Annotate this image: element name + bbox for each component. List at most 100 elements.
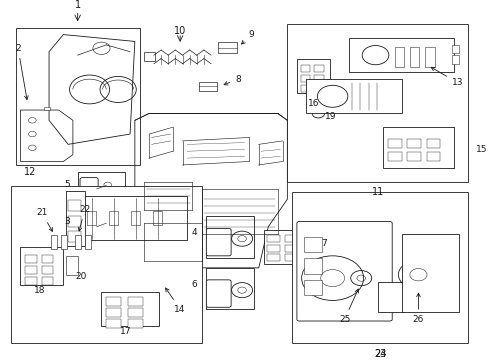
Bar xyxy=(102,292,158,326)
Bar xyxy=(25,266,37,274)
Bar xyxy=(426,139,439,148)
Bar xyxy=(263,230,310,264)
Bar xyxy=(300,85,309,91)
Text: 16: 16 xyxy=(307,99,319,108)
Bar xyxy=(387,152,401,161)
Text: 9: 9 xyxy=(241,30,254,44)
Bar xyxy=(20,247,63,285)
Bar xyxy=(387,139,401,148)
Bar xyxy=(78,172,125,203)
Bar xyxy=(68,216,81,227)
Bar xyxy=(206,268,253,309)
Bar xyxy=(109,211,118,225)
Text: 2: 2 xyxy=(15,44,28,99)
Text: 21: 21 xyxy=(36,208,52,231)
FancyBboxPatch shape xyxy=(296,221,391,321)
Bar xyxy=(377,282,403,312)
Bar xyxy=(127,308,142,316)
Text: 15: 15 xyxy=(475,145,486,154)
Bar xyxy=(304,237,322,252)
FancyBboxPatch shape xyxy=(206,280,231,307)
FancyBboxPatch shape xyxy=(80,177,98,198)
Bar xyxy=(285,245,297,252)
Bar xyxy=(51,235,57,249)
Text: 25: 25 xyxy=(338,289,358,324)
Bar xyxy=(68,200,81,211)
Text: 20: 20 xyxy=(75,272,86,281)
Bar xyxy=(65,191,84,246)
Bar xyxy=(409,46,419,67)
Bar xyxy=(267,245,279,252)
Bar xyxy=(300,75,309,82)
Bar xyxy=(313,75,323,82)
Bar xyxy=(407,152,420,161)
Bar xyxy=(451,45,458,53)
Text: 22: 22 xyxy=(78,205,90,231)
Bar xyxy=(382,127,453,168)
Bar xyxy=(304,279,322,295)
Bar xyxy=(300,66,309,72)
Text: 14: 14 xyxy=(165,288,185,314)
FancyBboxPatch shape xyxy=(80,215,98,236)
Bar xyxy=(44,107,50,110)
Bar xyxy=(42,255,53,263)
Bar xyxy=(61,235,66,249)
Bar xyxy=(16,28,139,165)
FancyBboxPatch shape xyxy=(206,228,231,256)
Bar xyxy=(78,210,125,240)
Text: 5: 5 xyxy=(64,180,70,189)
Bar xyxy=(424,46,434,67)
Text: 24: 24 xyxy=(373,348,386,359)
Bar xyxy=(127,297,142,306)
Bar xyxy=(68,231,81,242)
Bar xyxy=(84,235,90,249)
Bar xyxy=(313,66,323,72)
Text: 3: 3 xyxy=(64,217,70,226)
Bar xyxy=(296,59,329,93)
Bar xyxy=(267,255,279,261)
Bar xyxy=(144,52,155,61)
Bar xyxy=(348,38,453,72)
Text: 19: 19 xyxy=(324,112,335,121)
Text: 7: 7 xyxy=(320,239,326,248)
Bar xyxy=(82,196,187,240)
Bar xyxy=(291,192,468,343)
Bar xyxy=(306,79,401,113)
Bar xyxy=(87,211,96,225)
Bar xyxy=(451,55,458,64)
Bar xyxy=(287,24,468,182)
Text: 12: 12 xyxy=(24,167,36,177)
Bar xyxy=(25,255,37,263)
Bar xyxy=(106,297,121,306)
Text: 6: 6 xyxy=(191,280,196,289)
Bar xyxy=(11,185,201,343)
Bar xyxy=(25,277,37,285)
Bar xyxy=(218,42,237,53)
Bar xyxy=(42,277,53,285)
Bar xyxy=(401,234,458,312)
Bar xyxy=(42,266,53,274)
Text: 8: 8 xyxy=(224,75,240,85)
Bar xyxy=(394,46,403,67)
Bar xyxy=(106,319,121,328)
Bar xyxy=(285,235,297,242)
Text: 23: 23 xyxy=(373,348,386,359)
Bar xyxy=(65,256,78,275)
Text: 26: 26 xyxy=(412,293,423,324)
Bar xyxy=(407,139,420,148)
Text: 13: 13 xyxy=(430,67,462,87)
Bar xyxy=(75,235,81,249)
Text: 17: 17 xyxy=(119,327,131,336)
Bar xyxy=(426,152,439,161)
Bar xyxy=(153,211,161,225)
Bar xyxy=(131,211,139,225)
Text: 10: 10 xyxy=(174,26,186,36)
Bar xyxy=(127,319,142,328)
Bar xyxy=(206,216,253,257)
Text: 1: 1 xyxy=(75,0,81,10)
Text: 11: 11 xyxy=(371,187,383,197)
Text: 18: 18 xyxy=(34,285,45,294)
Text: 4: 4 xyxy=(191,228,196,237)
Bar xyxy=(199,82,217,91)
Bar xyxy=(267,235,279,242)
